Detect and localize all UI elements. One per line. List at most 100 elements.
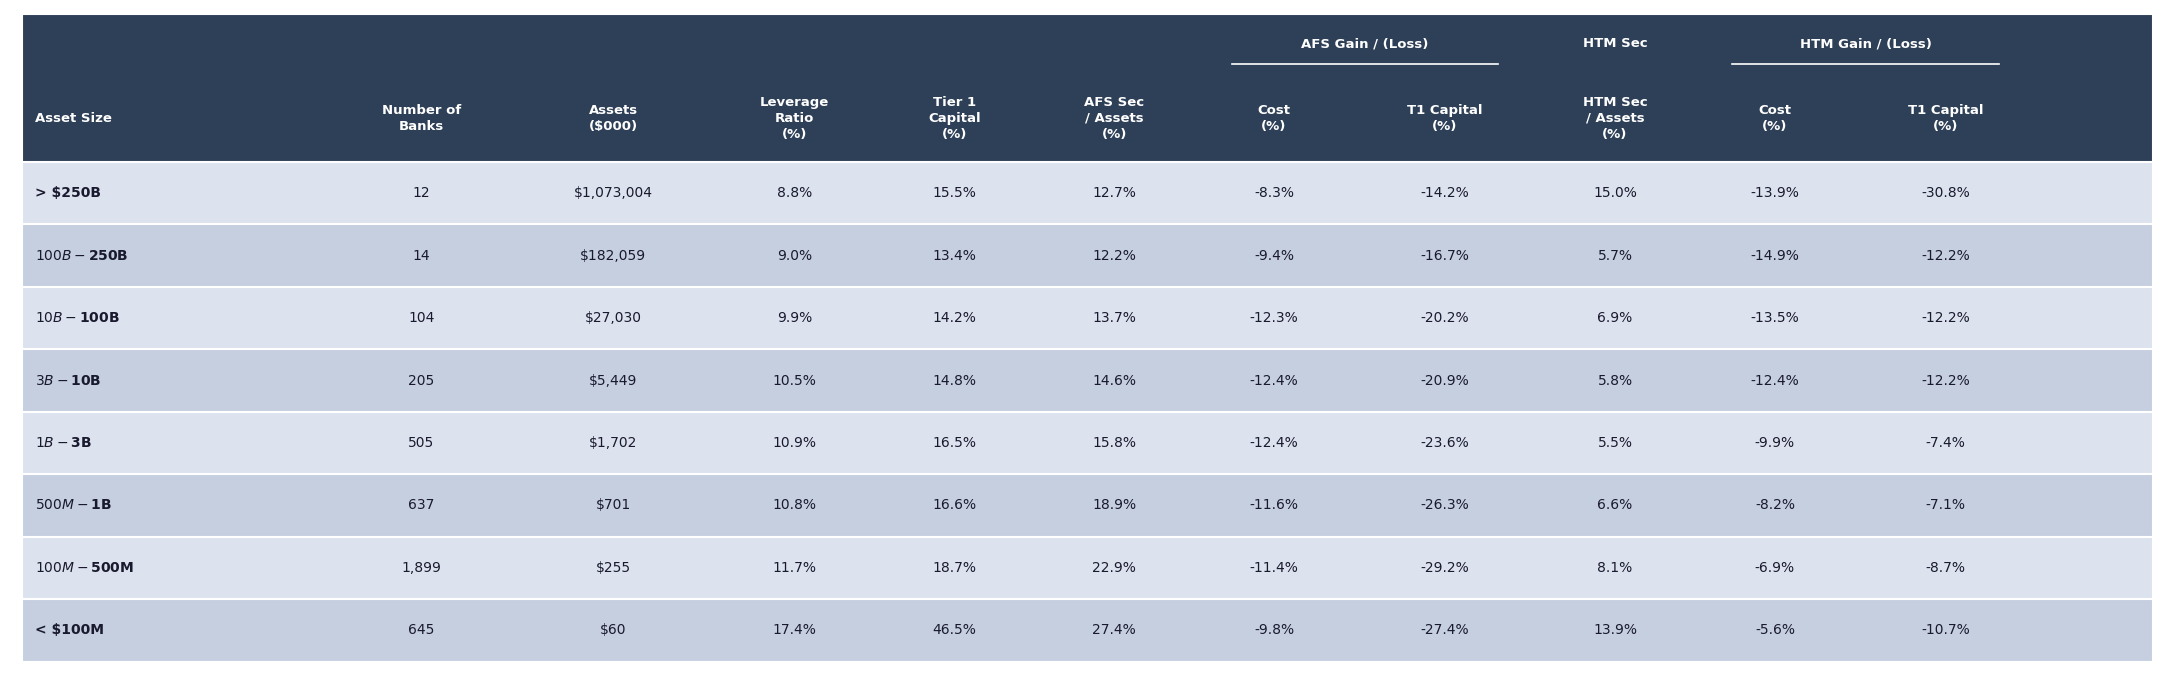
Text: -12.4%: -12.4% bbox=[1251, 373, 1298, 387]
Text: 9.0%: 9.0% bbox=[776, 248, 811, 263]
Text: 5.5%: 5.5% bbox=[1599, 436, 1633, 450]
FancyBboxPatch shape bbox=[22, 350, 2153, 412]
Text: -8.3%: -8.3% bbox=[1255, 186, 1294, 200]
Text: $27,030: $27,030 bbox=[585, 311, 642, 325]
Text: $1,073,004: $1,073,004 bbox=[574, 186, 652, 200]
Text: Cost
(%): Cost (%) bbox=[1257, 104, 1290, 132]
Text: 104: 104 bbox=[409, 311, 435, 325]
FancyBboxPatch shape bbox=[22, 162, 2153, 224]
Text: -8.7%: -8.7% bbox=[1925, 561, 1966, 575]
Text: 14: 14 bbox=[413, 248, 431, 263]
Text: 46.5%: 46.5% bbox=[933, 623, 977, 637]
Text: HTM Gain / (Loss): HTM Gain / (Loss) bbox=[1799, 37, 1931, 51]
Text: 645: 645 bbox=[409, 623, 435, 637]
Text: $255: $255 bbox=[596, 561, 631, 575]
FancyBboxPatch shape bbox=[22, 474, 2153, 537]
Text: 637: 637 bbox=[409, 498, 435, 512]
Text: 9.9%: 9.9% bbox=[776, 311, 811, 325]
Text: HTM Sec: HTM Sec bbox=[1583, 37, 1646, 51]
Text: 1,899: 1,899 bbox=[402, 561, 442, 575]
Text: Assets
($000): Assets ($000) bbox=[589, 104, 637, 132]
Text: 15.0%: 15.0% bbox=[1592, 186, 1638, 200]
FancyBboxPatch shape bbox=[22, 537, 2153, 599]
Text: Asset Size: Asset Size bbox=[35, 111, 111, 125]
Text: $3B - $10B: $3B - $10B bbox=[35, 373, 100, 387]
Text: $60: $60 bbox=[600, 623, 626, 637]
FancyBboxPatch shape bbox=[22, 412, 2153, 474]
Text: 6.9%: 6.9% bbox=[1596, 311, 1633, 325]
Text: Number of
Banks: Number of Banks bbox=[383, 104, 461, 132]
Text: -12.2%: -12.2% bbox=[1921, 248, 1971, 263]
Text: 14.2%: 14.2% bbox=[933, 311, 977, 325]
Text: 14.6%: 14.6% bbox=[1092, 373, 1135, 387]
Text: -14.2%: -14.2% bbox=[1420, 186, 1468, 200]
Text: 10.5%: 10.5% bbox=[772, 373, 816, 387]
Text: $1B - $3B: $1B - $3B bbox=[35, 436, 91, 450]
Text: 15.5%: 15.5% bbox=[933, 186, 977, 200]
Text: -8.2%: -8.2% bbox=[1755, 498, 1794, 512]
Text: 12.2%: 12.2% bbox=[1092, 248, 1135, 263]
Text: 16.5%: 16.5% bbox=[933, 436, 977, 450]
Text: -20.2%: -20.2% bbox=[1420, 311, 1468, 325]
Text: $100B - $250B: $100B - $250B bbox=[35, 248, 128, 263]
Text: 13.9%: 13.9% bbox=[1592, 623, 1638, 637]
Text: 18.7%: 18.7% bbox=[933, 561, 977, 575]
Text: T1 Capital
(%): T1 Capital (%) bbox=[1907, 104, 1984, 132]
Text: -16.7%: -16.7% bbox=[1420, 248, 1468, 263]
Text: -10.7%: -10.7% bbox=[1921, 623, 1971, 637]
Text: 14.8%: 14.8% bbox=[933, 373, 977, 387]
Text: Tier 1
Capital
(%): Tier 1 Capital (%) bbox=[929, 96, 981, 140]
Text: $100M - $500M: $100M - $500M bbox=[35, 561, 135, 575]
Text: $182,059: $182,059 bbox=[581, 248, 646, 263]
Text: 27.4%: 27.4% bbox=[1092, 623, 1135, 637]
Text: 6.6%: 6.6% bbox=[1596, 498, 1633, 512]
Text: AFS Sec
/ Assets
(%): AFS Sec / Assets (%) bbox=[1083, 96, 1144, 140]
Text: < $100M: < $100M bbox=[35, 623, 104, 637]
Text: 10.8%: 10.8% bbox=[772, 498, 816, 512]
Text: -11.4%: -11.4% bbox=[1251, 561, 1298, 575]
Text: HTM Sec
/ Assets
(%): HTM Sec / Assets (%) bbox=[1583, 96, 1646, 140]
Text: 18.9%: 18.9% bbox=[1092, 498, 1135, 512]
Text: -9.9%: -9.9% bbox=[1755, 436, 1794, 450]
Text: Leverage
Ratio
(%): Leverage Ratio (%) bbox=[759, 96, 829, 140]
Text: $1,702: $1,702 bbox=[589, 436, 637, 450]
Text: 11.7%: 11.7% bbox=[772, 561, 816, 575]
FancyBboxPatch shape bbox=[22, 599, 2153, 662]
Text: 22.9%: 22.9% bbox=[1092, 561, 1135, 575]
Text: > $250B: > $250B bbox=[35, 186, 100, 200]
Text: -9.8%: -9.8% bbox=[1255, 623, 1294, 637]
Text: -5.6%: -5.6% bbox=[1755, 623, 1794, 637]
Text: -23.6%: -23.6% bbox=[1420, 436, 1468, 450]
Text: -7.1%: -7.1% bbox=[1925, 498, 1966, 512]
Text: -29.2%: -29.2% bbox=[1420, 561, 1468, 575]
Text: -6.9%: -6.9% bbox=[1755, 561, 1794, 575]
Text: 13.7%: 13.7% bbox=[1092, 311, 1135, 325]
Text: AFS Gain / (Loss): AFS Gain / (Loss) bbox=[1301, 37, 1429, 51]
Text: 16.6%: 16.6% bbox=[933, 498, 977, 512]
Text: $500M - $1B: $500M - $1B bbox=[35, 498, 111, 512]
Text: -9.4%: -9.4% bbox=[1255, 248, 1294, 263]
Text: -30.8%: -30.8% bbox=[1921, 186, 1971, 200]
Text: 8.8%: 8.8% bbox=[776, 186, 811, 200]
Text: 505: 505 bbox=[409, 436, 435, 450]
Text: -13.9%: -13.9% bbox=[1751, 186, 1799, 200]
Text: $701: $701 bbox=[596, 498, 631, 512]
Text: -26.3%: -26.3% bbox=[1420, 498, 1468, 512]
Text: Cost
(%): Cost (%) bbox=[1757, 104, 1792, 132]
FancyBboxPatch shape bbox=[22, 224, 2153, 287]
Text: -11.6%: -11.6% bbox=[1248, 498, 1298, 512]
Text: -20.9%: -20.9% bbox=[1420, 373, 1468, 387]
Text: -7.4%: -7.4% bbox=[1925, 436, 1966, 450]
FancyBboxPatch shape bbox=[22, 287, 2153, 350]
Text: -13.5%: -13.5% bbox=[1751, 311, 1799, 325]
Text: 5.7%: 5.7% bbox=[1599, 248, 1633, 263]
Text: 205: 205 bbox=[409, 373, 435, 387]
Text: $5,449: $5,449 bbox=[589, 373, 637, 387]
Text: -27.4%: -27.4% bbox=[1420, 623, 1468, 637]
Text: 15.8%: 15.8% bbox=[1092, 436, 1135, 450]
FancyBboxPatch shape bbox=[22, 14, 2153, 162]
Text: -12.2%: -12.2% bbox=[1921, 311, 1971, 325]
Text: -14.9%: -14.9% bbox=[1751, 248, 1799, 263]
Text: 13.4%: 13.4% bbox=[933, 248, 977, 263]
Text: 8.1%: 8.1% bbox=[1596, 561, 1633, 575]
